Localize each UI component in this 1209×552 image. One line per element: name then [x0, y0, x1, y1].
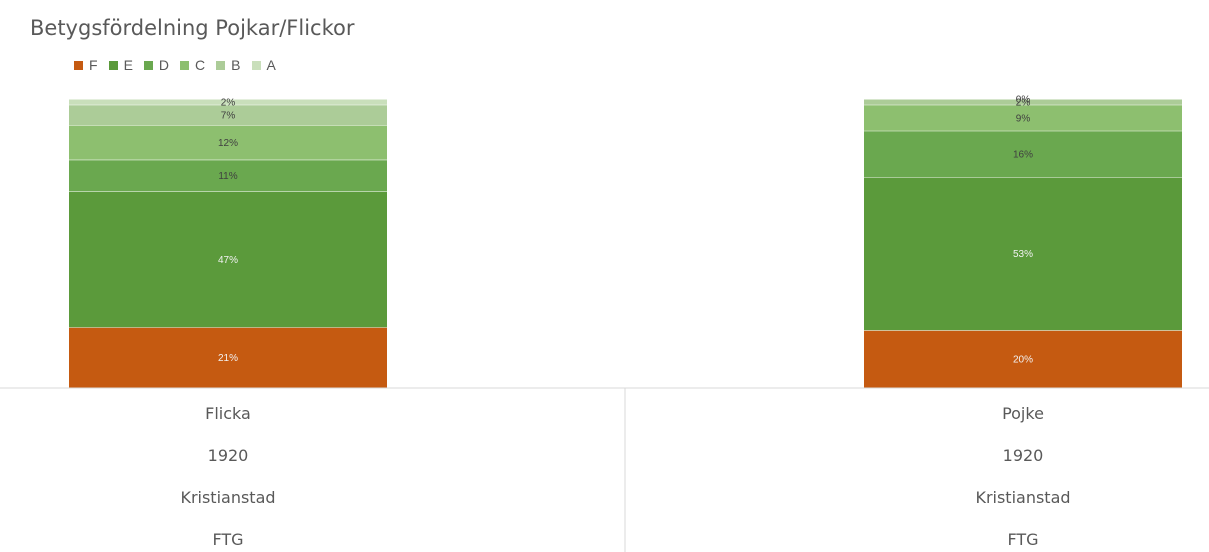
bar-segment-b-2	[864, 99, 1182, 105]
bar-segment-f-1	[69, 327, 387, 388]
legend-item-d: D	[143, 57, 170, 73]
data-label-d-2: 16%	[1013, 149, 1033, 160]
legend-label-a: A	[266, 57, 276, 73]
data-label-c-2: 9%	[1016, 113, 1031, 124]
bar-segment-a-1	[69, 99, 387, 105]
category-label-1-level-2: 1920	[208, 446, 249, 465]
data-label-c-1: 12%	[218, 138, 238, 149]
legend-label-e: E	[123, 57, 133, 73]
legend-item-c: C	[180, 57, 205, 73]
legend-label-c: C	[195, 57, 206, 73]
data-label-b-1: 7%	[221, 110, 236, 121]
category-label-2-level-1: Pojke	[1002, 404, 1044, 423]
legend-swatch-d	[143, 60, 153, 70]
legend-item-a: A	[251, 57, 276, 73]
data-label-f-1: 21%	[218, 353, 238, 364]
category-label-2-level-3: Kristianstad	[975, 488, 1070, 507]
category-label-1-level-3: Kristianstad	[180, 488, 275, 507]
bar-segment-e-1	[69, 191, 387, 328]
bar-segment-f-2	[864, 330, 1182, 388]
data-label-a-1: 2%	[221, 97, 236, 108]
legend-item-f: F	[74, 57, 98, 73]
chart-title: Betygsfördelning Pojkar/Flickor	[30, 16, 355, 40]
bar-segment-e-2	[864, 177, 1182, 331]
category-label-2-level-2: 1920	[1003, 446, 1044, 465]
data-label-e-1: 47%	[218, 255, 238, 266]
legend-swatch-f	[74, 60, 83, 70]
category-label-2-level-4: FTG	[1007, 530, 1038, 549]
bar-segment-d-1	[69, 159, 387, 192]
legend-swatch-a	[251, 60, 261, 70]
legend-item-b: B	[216, 57, 241, 73]
legend-swatch-e	[108, 60, 118, 70]
legend-item-e: E	[108, 57, 133, 73]
legend-swatch-c	[180, 60, 190, 70]
data-label-d-1: 11%	[218, 171, 237, 182]
data-label-f-2: 20%	[1013, 355, 1033, 366]
legend-label-f: F	[89, 57, 98, 73]
bar-segment-b-1	[69, 104, 387, 126]
bar-segment-d-2	[864, 130, 1182, 178]
bar-segment-c-2	[864, 104, 1182, 131]
legend-label-d: D	[158, 57, 170, 73]
category-label-1-level-1: Flicka	[205, 404, 251, 423]
data-label-a-2: 0%	[1016, 95, 1031, 106]
data-label-b-2: 2%	[1016, 97, 1031, 108]
data-label-e-2: 53%	[1013, 249, 1033, 260]
legend-swatch-b	[216, 60, 226, 70]
bar-segment-c-1	[69, 125, 387, 160]
legend-label-b: B	[231, 57, 241, 73]
category-label-1-level-4: FTG	[212, 530, 243, 549]
